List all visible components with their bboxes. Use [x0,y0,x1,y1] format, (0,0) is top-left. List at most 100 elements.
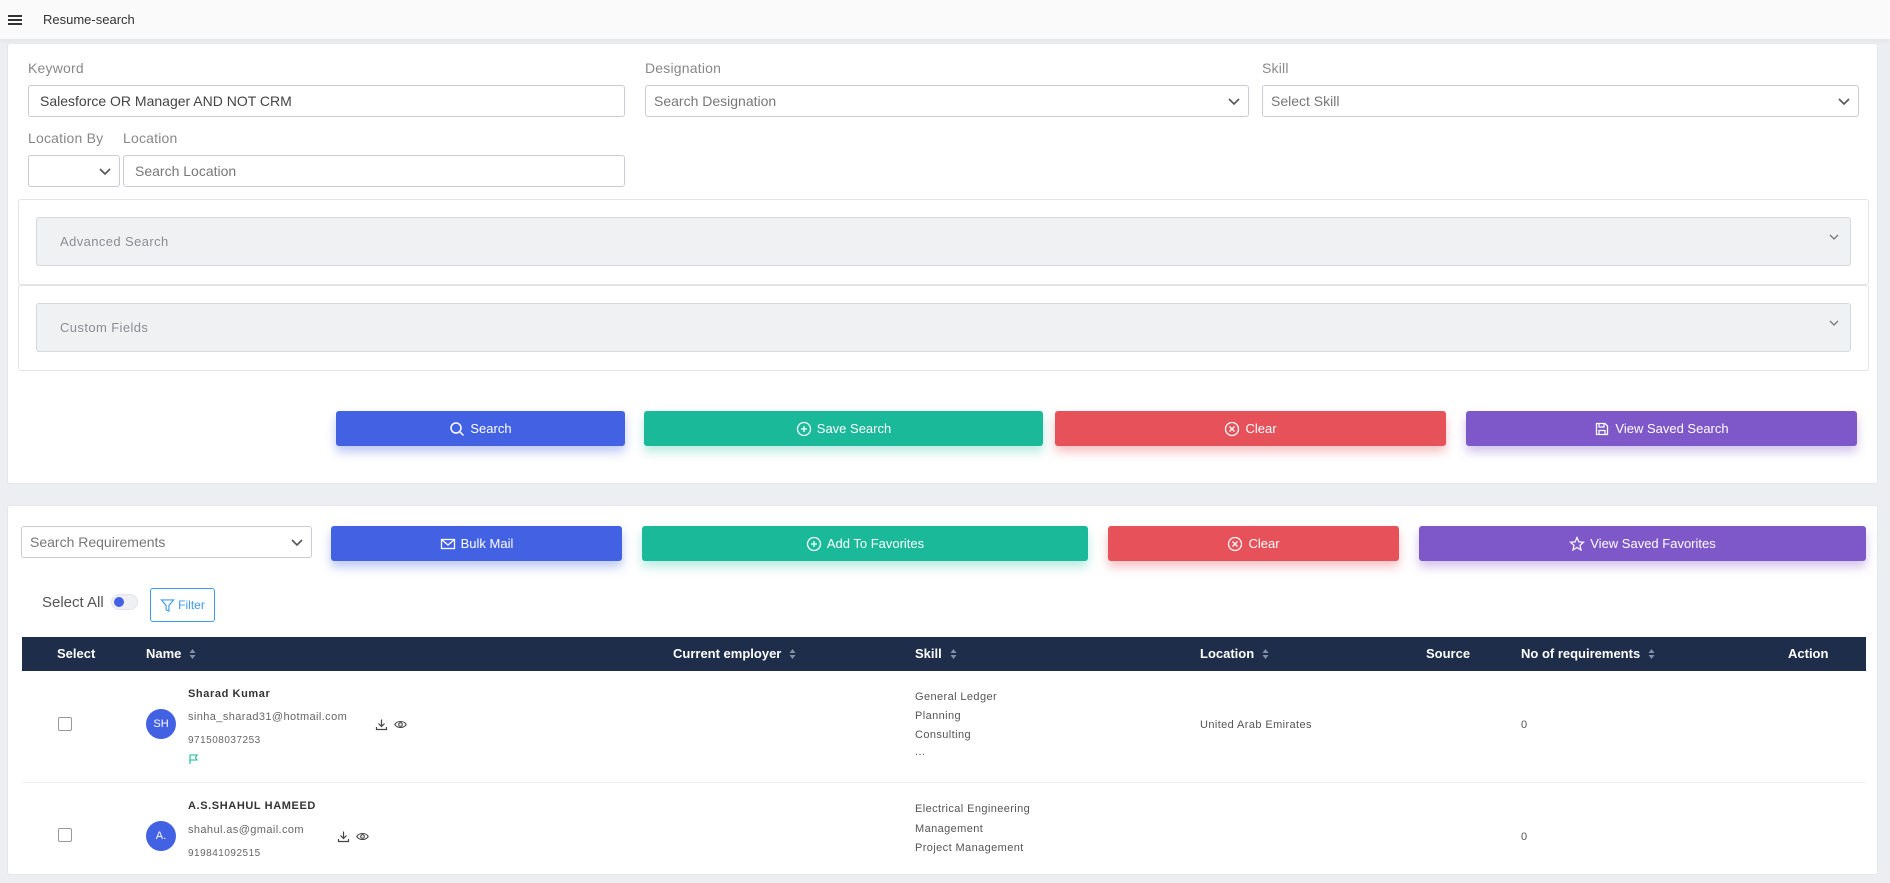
hamburger-icon[interactable] [8,13,22,27]
add-to-favorites-label: Add To Favorites [826,536,925,551]
requirements-count: 0 [1521,719,1528,731]
column-location[interactable]: Location [1200,646,1269,661]
search-button[interactable]: Search [336,411,625,446]
mail-icon [440,538,455,549]
sort-icon [950,648,957,659]
results-card: Search Requirements Bulk Mail Add To Fav… [7,505,1878,875]
column-skill[interactable]: Skill [915,646,957,661]
search-form-card: Keyword Salesforce OR Manager AND NOT CR… [7,43,1878,484]
save-icon [1596,422,1609,435]
candidate-name[interactable]: Sharad Kumar [188,688,271,700]
candidate-phone: 971508037253 [188,735,261,746]
candidate-email[interactable]: shahul.as@gmail.com [188,824,304,836]
filter-label: Filter [178,598,205,612]
candidate-email[interactable]: sinha_sharad31@hotmail.com [188,711,348,723]
requirements-count: 0 [1521,831,1528,843]
add-to-favorites-button[interactable]: Add To Favorites [642,526,1088,561]
row-checkbox[interactable] [58,828,72,842]
candidate-phone: 919841092515 [188,848,261,859]
skill-more[interactable]: ... [915,746,926,758]
save-search-label: Save Search [816,421,892,436]
select-all-toggle[interactable] [111,594,138,610]
custom-fields-label: Custom Fields [60,320,149,335]
skill-label: Skill [1262,60,1289,76]
view-saved-search-button[interactable]: View Saved Search [1466,411,1857,446]
advanced-search-toggle[interactable]: Advanced Search [36,217,1851,266]
custom-fields-toggle[interactable]: Custom Fields [36,303,1851,352]
x-circle-icon [1225,421,1240,436]
designation-placeholder: Search Designation [654,93,777,109]
keyword-input[interactable]: Salesforce OR Manager AND NOT CRM [28,85,625,117]
view-saved-search-label: View Saved Search [1615,421,1729,436]
download-icon[interactable] [337,830,350,843]
eye-icon[interactable] [394,718,407,731]
column-employer-label: Current employer [673,646,782,661]
keyword-label: Keyword [28,60,84,76]
skill-select[interactable]: Select Skill [1262,85,1859,117]
skill-item: Electrical Engineering [915,803,1031,815]
column-select: Select [57,646,95,661]
skill-item: Planning [915,710,962,722]
location-input[interactable]: Search Location [123,155,625,187]
designation-select[interactable]: Search Designation [645,85,1249,117]
chevron-down-icon [1829,320,1839,326]
bulk-mail-label: Bulk Mail [460,536,514,551]
clear-favorites-button[interactable]: Clear [1108,526,1399,561]
column-select-label: Select [57,646,96,661]
skill-item: Management [915,823,984,835]
column-source-label: Source [1426,646,1471,661]
select-all-label: Select All [42,594,104,611]
avatar: SH [146,709,176,739]
plus-circle-icon [806,536,821,551]
location-placeholder: Search Location [135,163,237,179]
search-icon [450,421,465,436]
skill-item: General Ledger [915,691,998,703]
column-location-label: Location [1200,646,1255,661]
column-requirements-label: No of requirements [1521,646,1641,661]
sort-icon [189,648,196,659]
chevron-down-icon [1829,234,1839,240]
column-no-of-requirements[interactable]: No of requirements [1521,646,1655,661]
custom-fields-panel: Custom Fields [18,285,1869,371]
page-title: Resume-search [43,12,135,27]
sort-icon [789,648,796,659]
clear-search-button[interactable]: Clear [1055,411,1446,446]
requirements-select[interactable]: Search Requirements [21,526,312,558]
filter-icon [160,598,175,612]
table-row: SH Sharad Kumar sinha_sharad31@hotmail.c… [22,671,1866,783]
x-circle-icon [1228,536,1243,551]
top-bar: Resume-search [0,0,1890,40]
eye-icon[interactable] [356,830,369,843]
flag-icon[interactable] [188,754,199,765]
download-icon[interactable] [375,718,388,731]
column-skill-label: Skill [915,646,942,661]
location-label: Location [123,130,178,146]
advanced-search-label: Advanced Search [60,234,169,249]
column-name[interactable]: Name [146,646,196,661]
advanced-search-panel: Advanced Search [18,199,1869,285]
location-by-select[interactable] [28,155,120,187]
bulk-mail-button[interactable]: Bulk Mail [331,526,622,561]
star-icon [1569,535,1586,551]
sort-icon [1262,648,1269,659]
chevron-down-icon [1838,98,1850,106]
requirements-placeholder: Search Requirements [30,534,166,550]
candidate-location: United Arab Emirates [1200,719,1312,731]
filter-button[interactable]: Filter [150,588,215,622]
view-saved-favorites-label: View Saved Favorites [1590,536,1716,551]
location-by-label: Location By [28,130,104,146]
chevron-down-icon [1228,98,1240,106]
designation-label: Designation [645,60,722,76]
table-row: A. A.S.SHAHUL HAMEED shahul.as@gmail.com… [22,783,1866,883]
view-saved-favorites-button[interactable]: View Saved Favorites [1419,526,1866,561]
clear-label: Clear [1248,536,1280,551]
search-button-label: Search [470,421,512,436]
row-checkbox[interactable] [58,717,72,731]
table-header: Select Name Current employer Skill Locat… [22,637,1866,671]
candidate-name[interactable]: A.S.SHAHUL HAMEED [188,800,316,812]
skill-placeholder: Select Skill [1271,93,1340,109]
save-search-button[interactable]: Save Search [644,411,1043,446]
sort-icon [1648,648,1655,659]
skill-item: Consulting [915,729,971,741]
column-current-employer[interactable]: Current employer [673,646,796,661]
